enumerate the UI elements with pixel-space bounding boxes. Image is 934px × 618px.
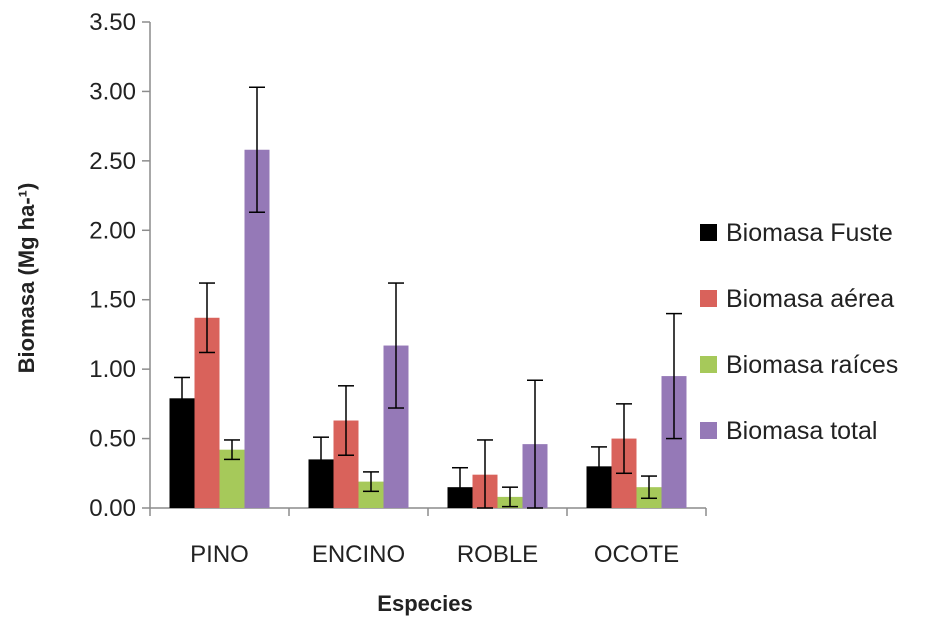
x-tick-label: ROBLE — [457, 541, 538, 568]
x-tick-label: PINO — [190, 541, 249, 568]
y-axis: 0.00 0.50 1.00 1.50 2.00 2.50 3.00 3.50 — [89, 9, 151, 522]
legend-label: Biomasa aérea — [726, 285, 894, 313]
y-tick-label: 0.00 — [89, 495, 136, 522]
legend-label: Biomasa total — [726, 417, 877, 445]
x-tick-label: OCOTE — [594, 541, 679, 568]
legend-label: Biomasa Fuste — [726, 219, 893, 247]
y-tick-label: 1.00 — [89, 356, 136, 383]
y-tick-label: 0.50 — [89, 426, 136, 453]
y-tick-label: 3.00 — [89, 78, 136, 105]
y-tick-label: 2.00 — [89, 217, 136, 244]
error-bars — [174, 86, 682, 509]
y-tick-label: 3.50 — [89, 9, 136, 36]
y-tick-label: 1.50 — [89, 287, 136, 314]
x-axis: PINO ENCINO ROBLE OCOTE — [149, 507, 707, 568]
y-tick-label: 2.50 — [89, 148, 136, 175]
legend-swatch — [700, 356, 717, 373]
legend-swatch — [700, 224, 717, 241]
legend-label: Biomasa raíces — [726, 351, 898, 379]
legend: Biomasa Fuste Biomasa aérea Biomasa raíces… — [700, 219, 898, 445]
bars — [169, 149, 687, 508]
legend-swatch — [700, 422, 717, 439]
x-tick-label: ENCINO — [312, 541, 405, 568]
legend-swatch — [700, 290, 717, 307]
x-axis-title: Especies — [377, 591, 472, 616]
y-axis-title: Biomasa (Mg ha-¹) — [14, 183, 39, 374]
